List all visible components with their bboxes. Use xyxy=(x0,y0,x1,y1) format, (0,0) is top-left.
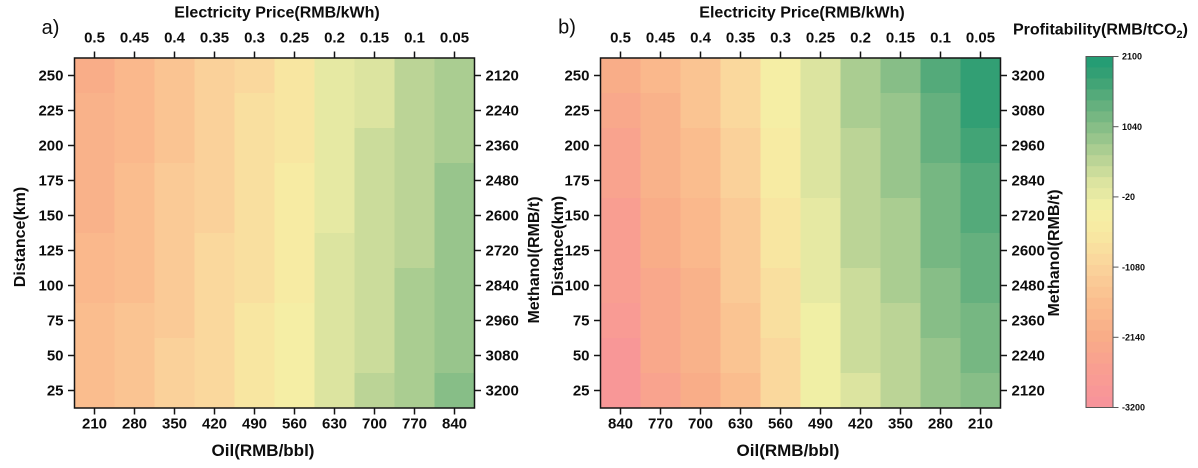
svg-text:420: 420 xyxy=(848,416,873,433)
svg-text:0.3: 0.3 xyxy=(770,30,791,47)
svg-text:125: 125 xyxy=(38,243,63,260)
svg-text:Profitability(RMB/tCO2): Profitability(RMB/tCO2) xyxy=(1013,22,1188,42)
svg-text:2480: 2480 xyxy=(1012,278,1045,295)
svg-text:700: 700 xyxy=(688,416,713,433)
svg-text:Distance(km): Distance(km) xyxy=(550,196,567,296)
svg-text:0.2: 0.2 xyxy=(850,30,871,47)
svg-text:490: 490 xyxy=(242,416,267,433)
svg-text:150: 150 xyxy=(38,208,63,225)
svg-text:3080: 3080 xyxy=(486,348,519,365)
svg-text:280: 280 xyxy=(122,416,147,433)
svg-text:200: 200 xyxy=(38,138,63,155)
svg-text:0.1: 0.1 xyxy=(930,30,951,47)
svg-text:3200: 3200 xyxy=(1012,68,1045,85)
svg-text:840: 840 xyxy=(442,416,467,433)
svg-text:2840: 2840 xyxy=(486,278,519,295)
svg-text:125: 125 xyxy=(564,243,589,260)
svg-text:b): b) xyxy=(558,17,576,39)
svg-text:0.2: 0.2 xyxy=(324,30,345,47)
svg-text:-2140: -2140 xyxy=(1122,333,1145,343)
svg-text:0.5: 0.5 xyxy=(610,30,631,47)
svg-text:225: 225 xyxy=(564,103,589,120)
svg-text:-20: -20 xyxy=(1122,192,1135,202)
svg-text:0.25: 0.25 xyxy=(806,30,835,47)
svg-text:0.4: 0.4 xyxy=(164,30,186,47)
svg-text:3080: 3080 xyxy=(1012,103,1045,120)
svg-text:350: 350 xyxy=(888,416,913,433)
svg-text:75: 75 xyxy=(573,313,590,330)
svg-text:0.45: 0.45 xyxy=(646,30,675,47)
svg-text:Methanol(RMB/t): Methanol(RMB/t) xyxy=(526,196,543,323)
svg-text:50: 50 xyxy=(47,348,64,365)
svg-text:700: 700 xyxy=(362,416,387,433)
svg-text:280: 280 xyxy=(928,416,953,433)
svg-text:Methanol(RMB/t): Methanol(RMB/t) xyxy=(1046,189,1063,316)
svg-text:Oil(RMB/bbl): Oil(RMB/bbl) xyxy=(737,441,840,460)
svg-text:210: 210 xyxy=(968,416,993,433)
svg-text:100: 100 xyxy=(564,278,589,295)
svg-text:1040: 1040 xyxy=(1122,122,1142,132)
svg-text:2600: 2600 xyxy=(486,208,519,225)
svg-text:100: 100 xyxy=(38,278,63,295)
svg-text:2960: 2960 xyxy=(486,313,519,330)
svg-text:Electricity Price(RMB/kWh): Electricity Price(RMB/kWh) xyxy=(699,5,904,22)
svg-text:560: 560 xyxy=(768,416,793,433)
svg-text:0.35: 0.35 xyxy=(726,30,755,47)
svg-text:210: 210 xyxy=(82,416,107,433)
svg-text:Oil(RMB/bbl): Oil(RMB/bbl) xyxy=(212,441,315,460)
svg-text:840: 840 xyxy=(608,416,633,433)
svg-text:0.25: 0.25 xyxy=(280,30,309,47)
svg-text:2360: 2360 xyxy=(486,138,519,155)
svg-text:770: 770 xyxy=(648,416,673,433)
svg-text:225: 225 xyxy=(38,103,63,120)
svg-text:Electricity Price(RMB/kWh): Electricity Price(RMB/kWh) xyxy=(174,5,379,22)
svg-text:175: 175 xyxy=(564,173,589,190)
svg-text:0.05: 0.05 xyxy=(966,30,995,47)
svg-text:420: 420 xyxy=(202,416,227,433)
svg-text:2840: 2840 xyxy=(1012,173,1045,190)
svg-text:a): a) xyxy=(42,17,60,39)
svg-text:2240: 2240 xyxy=(1012,348,1045,365)
svg-text:0.3: 0.3 xyxy=(244,30,265,47)
svg-text:3200: 3200 xyxy=(486,383,519,400)
svg-text:250: 250 xyxy=(564,68,589,85)
svg-text:50: 50 xyxy=(573,348,590,365)
svg-text:2720: 2720 xyxy=(1012,208,1045,225)
svg-text:0.5: 0.5 xyxy=(84,30,105,47)
svg-text:175: 175 xyxy=(38,173,63,190)
svg-text:2720: 2720 xyxy=(486,243,519,260)
svg-text:0.4: 0.4 xyxy=(690,30,712,47)
svg-text:770: 770 xyxy=(402,416,427,433)
svg-text:250: 250 xyxy=(38,68,63,85)
svg-text:-3200: -3200 xyxy=(1122,403,1145,413)
svg-text:350: 350 xyxy=(162,416,187,433)
svg-text:0.45: 0.45 xyxy=(120,30,149,47)
svg-text:0.15: 0.15 xyxy=(886,30,915,47)
svg-text:2480: 2480 xyxy=(486,173,519,190)
svg-text:150: 150 xyxy=(564,208,589,225)
svg-text:490: 490 xyxy=(808,416,833,433)
svg-text:2960: 2960 xyxy=(1012,138,1045,155)
svg-text:2120: 2120 xyxy=(486,68,519,85)
svg-text:0.15: 0.15 xyxy=(360,30,389,47)
svg-text:25: 25 xyxy=(573,383,590,400)
svg-text:0.05: 0.05 xyxy=(440,30,469,47)
svg-text:630: 630 xyxy=(728,416,753,433)
svg-text:2360: 2360 xyxy=(1012,313,1045,330)
svg-text:200: 200 xyxy=(564,138,589,155)
svg-text:0.35: 0.35 xyxy=(200,30,229,47)
svg-text:2120: 2120 xyxy=(1012,383,1045,400)
svg-text:75: 75 xyxy=(47,313,64,330)
svg-text:-1080: -1080 xyxy=(1122,262,1145,272)
svg-text:Distance(km): Distance(km) xyxy=(12,187,29,287)
svg-text:2240: 2240 xyxy=(486,103,519,120)
svg-text:2600: 2600 xyxy=(1012,243,1045,260)
svg-text:630: 630 xyxy=(322,416,347,433)
svg-text:2100: 2100 xyxy=(1122,52,1142,62)
svg-text:25: 25 xyxy=(47,383,64,400)
svg-text:560: 560 xyxy=(282,416,307,433)
svg-text:0.1: 0.1 xyxy=(404,30,425,47)
